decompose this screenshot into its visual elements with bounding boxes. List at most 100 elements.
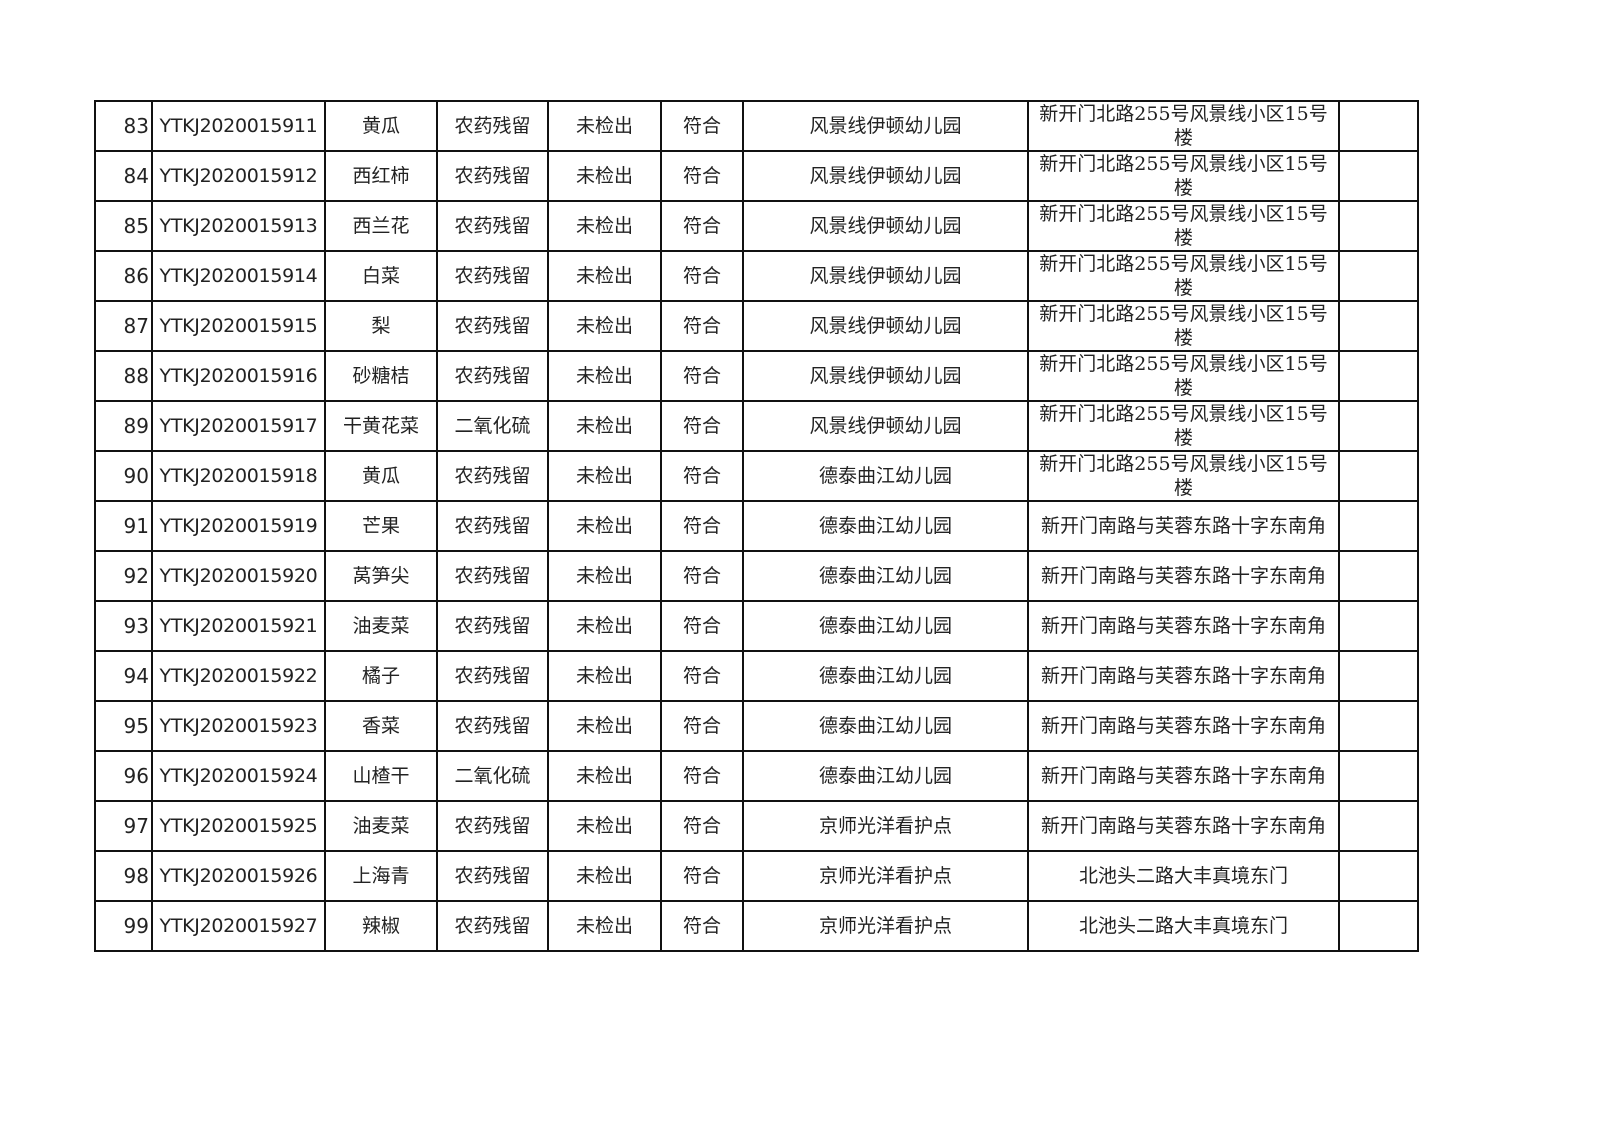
test-item-cell: 农药残留: [436, 150, 549, 202]
table-row: 91 YTKJ2020015919 芒果 农药残留 未检出 符合 德泰曲江幼儿园 新开门南路与…: [94, 500, 1419, 552]
sampled-unit-cell: 风景线伊顿幼儿园: [742, 350, 1029, 402]
sample-name-cell: 山楂干: [324, 750, 438, 802]
table-row: 90 YTKJ2020015918 黄瓜 农药残留 未检出 符合 德泰曲江幼儿园 新开门北路2…: [94, 450, 1419, 502]
unit-address-cell: 新开门南路与芙蓉东路十字东南角: [1027, 750, 1340, 802]
unit-address-cell: 新开门南路与芙蓉东路十字东南角: [1027, 800, 1340, 852]
test-result-cell: 未检出: [547, 350, 662, 402]
sample-name-cell: 上海青: [324, 850, 438, 902]
row-number-cell: 96: [94, 750, 153, 802]
note-cell: [1338, 250, 1419, 302]
sampled-unit-cell: 风景线伊顿幼儿园: [742, 400, 1029, 452]
row-number-cell: 88: [94, 350, 153, 402]
row-number-cell: 90: [94, 450, 153, 502]
judgement-cell: 符合: [660, 200, 744, 252]
judgement-cell: 符合: [660, 900, 744, 952]
test-result-cell: 未检出: [547, 450, 662, 502]
sample-code-cell: YTKJ2020015927: [151, 900, 326, 952]
sample-name-cell: 香菜: [324, 700, 438, 752]
test-result-cell: 未检出: [547, 300, 662, 352]
row-number-cell: 94: [94, 650, 153, 702]
test-item-cell: 农药残留: [436, 200, 549, 252]
table-row: 87 YTKJ2020015915 梨农药残留 未检出 符合 风景线伊顿幼儿园 新开门北路2…: [94, 300, 1419, 352]
sample-code-cell: YTKJ2020015925: [151, 800, 326, 852]
sample-name-cell: 梨: [324, 300, 438, 352]
judgement-cell: 符合: [660, 100, 744, 152]
sample-name-cell: 西红柿: [324, 150, 438, 202]
row-number-cell: 84: [94, 150, 153, 202]
note-cell: [1338, 150, 1419, 202]
test-item-cell: 农药残留: [436, 650, 549, 702]
note-cell: [1338, 900, 1419, 952]
table-row: 83 YTKJ2020015911 黄瓜 农药残留 未检出 符合 风景线伊顿幼儿园 新开门北路…: [94, 100, 1419, 152]
sampled-unit-cell: 德泰曲江幼儿园: [742, 650, 1029, 702]
table-row: 86 YTKJ2020015914 白菜 农药残留 未检出 符合 风景线伊顿幼儿园 新开门北路…: [94, 250, 1419, 302]
row-number-cell: 97: [94, 800, 153, 852]
test-result-cell: 未检出: [547, 500, 662, 552]
unit-address-cell: 新开门北路255号风景线小区15号楼: [1027, 300, 1340, 352]
judgement-cell: 符合: [660, 750, 744, 802]
note-cell: [1338, 600, 1419, 652]
test-item-cell: 农药残留: [436, 450, 549, 502]
row-number-cell: 87: [94, 300, 153, 352]
unit-address-cell: 新开门北路255号风景线小区15号楼: [1027, 350, 1340, 402]
sample-code-cell: YTKJ2020015924: [151, 750, 326, 802]
sample-name-cell: 油麦菜: [324, 600, 438, 652]
sample-name-cell: 白菜: [324, 250, 438, 302]
sampled-unit-cell: 京师光洋看护点: [742, 850, 1029, 902]
sample-name-cell: 砂糖桔: [324, 350, 438, 402]
test-result-cell: 未检出: [547, 100, 662, 152]
sampled-unit-cell: 风景线伊顿幼儿园: [742, 150, 1029, 202]
sampled-unit-cell: 德泰曲江幼儿园: [742, 550, 1029, 602]
sample-name-cell: 油麦菜: [324, 800, 438, 852]
sample-code-cell: YTKJ2020015917: [151, 400, 326, 452]
unit-address-cell: 新开门南路与芙蓉东路十字东南角: [1027, 600, 1340, 652]
sampled-unit-cell: 风景线伊顿幼儿园: [742, 100, 1029, 152]
table-row: 99 YTKJ2020015927 辣椒 农药残留 未检出 符合 京师光洋看护点 北池头二路大…: [94, 900, 1419, 952]
unit-address-cell: 北池头二路大丰真境东门: [1027, 900, 1340, 952]
row-number-cell: 83: [94, 100, 153, 152]
test-item-cell: 农药残留: [436, 550, 549, 602]
sample-code-cell: YTKJ2020015912: [151, 150, 326, 202]
inspection-results-table: 83 YTKJ2020015911 黄瓜 农药残留 未检出 符合 风景线伊顿幼儿园 新开门北路…: [94, 100, 1419, 952]
judgement-cell: 符合: [660, 150, 744, 202]
note-cell: [1338, 700, 1419, 752]
sampled-unit-cell: 京师光洋看护点: [742, 800, 1029, 852]
sample-name-cell: 芒果: [324, 500, 438, 552]
test-item-cell: 二氧化硫: [436, 400, 549, 452]
sample-code-cell: YTKJ2020015919: [151, 500, 326, 552]
sample-name-cell: 干黄花菜: [324, 400, 438, 452]
table-row: 96 YTKJ2020015924 山楂干 二氧化硫 未检出 符合 德泰曲江幼儿园 新开门南路…: [94, 750, 1419, 802]
sample-name-cell: 辣椒: [324, 900, 438, 952]
unit-address-cell: 新开门北路255号风景线小区15号楼: [1027, 100, 1340, 152]
row-number-cell: 93: [94, 600, 153, 652]
unit-address-cell: 新开门北路255号风景线小区15号楼: [1027, 150, 1340, 202]
unit-address-cell: 新开门北路255号风景线小区15号楼: [1027, 450, 1340, 502]
test-item-cell: 二氧化硫: [436, 750, 549, 802]
unit-address-cell: 新开门北路255号风景线小区15号楼: [1027, 250, 1340, 302]
test-result-cell: 未检出: [547, 550, 662, 602]
sampled-unit-cell: 风景线伊顿幼儿园: [742, 250, 1029, 302]
table-row: 95 YTKJ2020015923 香菜 农药残留 未检出 符合 德泰曲江幼儿园 新开门南路与…: [94, 700, 1419, 752]
test-item-cell: 农药残留: [436, 100, 549, 152]
note-cell: [1338, 750, 1419, 802]
note-cell: [1338, 650, 1419, 702]
test-result-cell: 未检出: [547, 800, 662, 852]
sample-name-cell: 莴笋尖: [324, 550, 438, 602]
test-item-cell: 农药残留: [436, 700, 549, 752]
sample-code-cell: YTKJ2020015921: [151, 600, 326, 652]
judgement-cell: 符合: [660, 400, 744, 452]
sample-code-cell: YTKJ2020015914: [151, 250, 326, 302]
unit-address-cell: 新开门北路255号风景线小区15号楼: [1027, 400, 1340, 452]
row-number-cell: 95: [94, 700, 153, 752]
test-item-cell: 农药残留: [436, 900, 549, 952]
judgement-cell: 符合: [660, 700, 744, 752]
unit-address-cell: 新开门南路与芙蓉东路十字东南角: [1027, 700, 1340, 752]
unit-address-cell: 新开门南路与芙蓉东路十字东南角: [1027, 550, 1340, 602]
sampled-unit-cell: 德泰曲江幼儿园: [742, 700, 1029, 752]
test-result-cell: 未检出: [547, 150, 662, 202]
sample-name-cell: 黄瓜: [324, 450, 438, 502]
test-item-cell: 农药残留: [436, 800, 549, 852]
sample-code-cell: YTKJ2020015916: [151, 350, 326, 402]
test-result-cell: 未检出: [547, 200, 662, 252]
note-cell: [1338, 800, 1419, 852]
